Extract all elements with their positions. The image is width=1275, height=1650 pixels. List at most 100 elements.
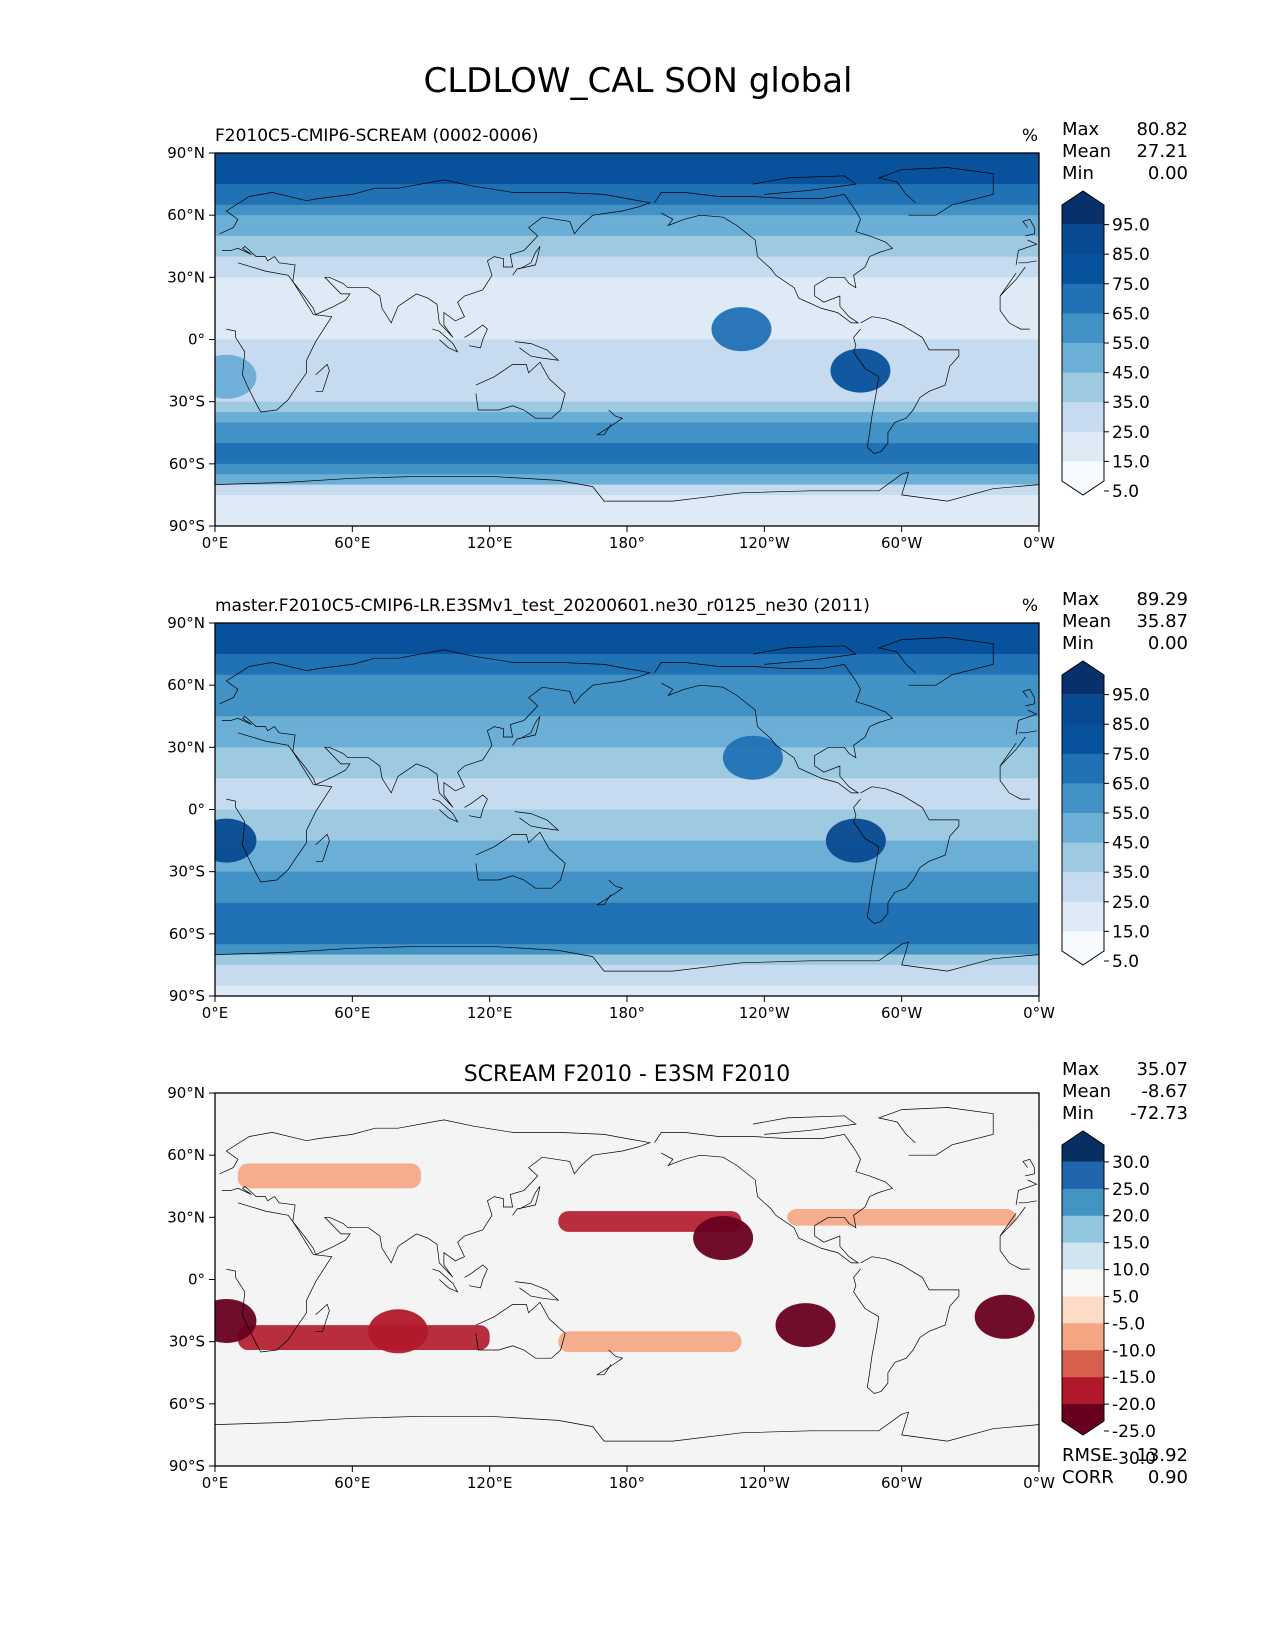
anomaly-band xyxy=(238,1163,421,1188)
colorbar-tick-label: -25.0 xyxy=(1112,1422,1156,1442)
stat-min-value: 0.00 xyxy=(1148,163,1188,184)
field-band xyxy=(215,810,1039,821)
x-tick-label: 180° xyxy=(609,1004,645,1022)
units-label: % xyxy=(1022,596,1038,616)
stat-mean-value: 35.87 xyxy=(1136,611,1188,632)
colorbar-tick-label: 45.0 xyxy=(1112,364,1150,384)
colorbar-segment xyxy=(1062,1189,1104,1216)
colorbar-segment xyxy=(1062,661,1104,695)
panel-title: SCREAM F2010 - E3SM F2010 xyxy=(464,1062,791,1087)
colorbar-tick-label: -5.0 xyxy=(1112,1314,1145,1334)
colorbar-tick-label: 5.0 xyxy=(1112,952,1139,972)
stat-mean-label: Mean xyxy=(1062,1081,1111,1102)
y-tick-label: 30°N xyxy=(167,738,205,756)
map-field xyxy=(196,153,1039,527)
stats-block: Max 80.82 Mean 27.21 Min 0.00 xyxy=(1062,119,1188,184)
colorbar-segment xyxy=(1062,1216,1104,1243)
field-band xyxy=(215,861,1039,872)
colorbar-segment xyxy=(1062,1162,1104,1189)
stat-min-label: Min xyxy=(1062,163,1094,184)
field-band xyxy=(215,675,1039,686)
field-band xyxy=(215,381,1039,392)
colorbar-tick-label: 35.0 xyxy=(1112,863,1150,883)
y-tick-label: 60°S xyxy=(169,455,205,473)
colorbar-tick-label: 45.0 xyxy=(1112,834,1150,854)
colorbar-segment xyxy=(1062,313,1104,343)
field-band xyxy=(215,716,1039,727)
colorbar-segment xyxy=(1062,225,1104,255)
map-field xyxy=(196,1093,1039,1467)
field-band xyxy=(215,505,1039,516)
field-band xyxy=(215,778,1039,789)
colorbar-tick-label: 25.0 xyxy=(1112,1180,1150,1200)
colorbar-tick-label: 65.0 xyxy=(1112,304,1150,324)
colorbar-tick-label: -10.0 xyxy=(1112,1341,1156,1361)
colorbar-segment xyxy=(1062,1270,1104,1297)
y-tick-label: 60°N xyxy=(167,676,205,694)
field-band xyxy=(215,402,1039,413)
field-band xyxy=(215,236,1039,247)
figure-canvas: CLDLOW_CAL SON global F2010C5-CMIP6-SCRE… xyxy=(0,0,1275,1650)
feature-stratocumulus-namibia xyxy=(196,1299,256,1343)
stat-max-value: 80.82 xyxy=(1136,119,1188,140)
colorbar-segment xyxy=(1062,343,1104,373)
x-tick-label: 120°E xyxy=(467,1004,513,1022)
colorbar-segment xyxy=(1062,373,1104,403)
field-band xyxy=(215,340,1039,351)
panel-model: F2010C5-CMIP6-SCREAM (0002-0006) % Max 8… xyxy=(167,119,1188,552)
colorbar-segment xyxy=(1062,402,1104,432)
field-band xyxy=(215,1393,1039,1404)
corr-label: CORR xyxy=(1062,1467,1114,1488)
x-tick-label: 60°W xyxy=(881,534,923,552)
colorbar-tick-label: 25.0 xyxy=(1112,423,1150,443)
colorbar-tick-label: 55.0 xyxy=(1112,334,1150,354)
field-band xyxy=(215,350,1039,361)
stat-max-label: Max xyxy=(1062,589,1100,610)
stats-block: Max 89.29 Mean 35.87 Min 0.00 xyxy=(1062,589,1188,654)
colorbar-segment xyxy=(1062,191,1104,225)
y-tick-label: 0° xyxy=(188,801,205,819)
colorbar: 95.085.075.065.055.045.035.025.015.05.0 xyxy=(1062,661,1150,972)
panel-reference: master.F2010C5-CMIP6-LR.E3SMv1_test_2020… xyxy=(167,589,1188,1022)
stat-max-value: 89.29 xyxy=(1136,589,1188,610)
field-band xyxy=(215,464,1039,475)
field-band xyxy=(215,758,1039,769)
field-band xyxy=(215,727,1039,738)
colorbar-tick-label: 10.0 xyxy=(1112,1261,1150,1281)
colorbar-segment xyxy=(1062,843,1104,873)
colorbar-tick-label: 15.0 xyxy=(1112,922,1150,942)
field-band xyxy=(215,913,1039,924)
y-tick-label: 90°N xyxy=(167,144,205,162)
colorbar-segment xyxy=(1062,1131,1104,1162)
x-tick-label: 120°E xyxy=(467,534,513,552)
stats-block: Max 35.07 Mean -8.67 Min -72.73 xyxy=(1062,1059,1188,1124)
y-tick-label: 90°S xyxy=(169,987,205,1005)
field-band xyxy=(215,1425,1039,1436)
stat-min-value: -72.73 xyxy=(1130,1103,1188,1124)
rmse-label: RMSE xyxy=(1062,1445,1113,1466)
colorbar-tick-label: 5.0 xyxy=(1112,482,1139,502)
field-band xyxy=(215,1259,1039,1270)
feature-north-pacific xyxy=(693,1216,753,1260)
figure-title: CLDLOW_CAL SON global xyxy=(423,61,852,101)
field-band xyxy=(215,153,1039,164)
stat-min-value: 0.00 xyxy=(1148,633,1188,654)
field-band xyxy=(215,277,1039,288)
stat-mean-label: Mean xyxy=(1062,141,1111,162)
rmse-value: 13.92 xyxy=(1136,1445,1188,1466)
field-band xyxy=(215,882,1039,893)
colorbar-segment xyxy=(1062,754,1104,784)
y-tick-label: 30°N xyxy=(167,268,205,286)
field-band xyxy=(215,257,1039,268)
y-tick-label: 90°N xyxy=(167,614,205,632)
x-tick-label: 0°W xyxy=(1023,534,1055,552)
anomaly-band xyxy=(558,1331,741,1352)
colorbar-tick-label: 30.0 xyxy=(1112,1153,1150,1173)
feature-stratocumulus-namibia xyxy=(196,355,256,399)
colorbar-segment xyxy=(1062,1350,1104,1377)
colorbar-segment xyxy=(1062,813,1104,843)
colorbar-segment xyxy=(1062,1323,1104,1350)
colorbar-segment xyxy=(1062,872,1104,902)
colorbar-segment xyxy=(1062,783,1104,813)
field-band xyxy=(215,485,1039,496)
